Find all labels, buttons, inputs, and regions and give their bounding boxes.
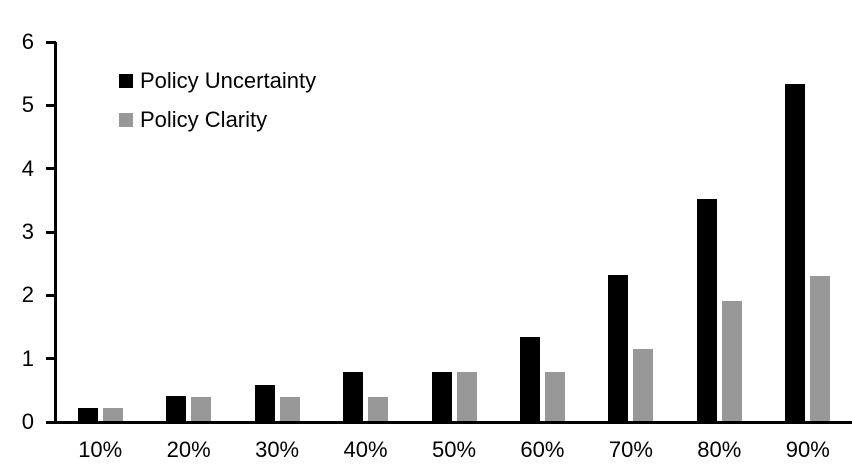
bar-uncertainty-80% bbox=[696, 199, 717, 421]
legend-item-policy-uncertainty: Policy Uncertainty bbox=[119, 70, 316, 92]
bar-uncertainty-90% bbox=[785, 84, 806, 421]
bar-uncertainty-70% bbox=[608, 275, 629, 421]
y-tick-label: 6 bbox=[21, 29, 34, 54]
x-tick-label: 40% bbox=[343, 437, 388, 462]
x-tick-label: 50% bbox=[431, 437, 477, 462]
x-axis-line bbox=[54, 421, 852, 424]
bar-clarity-70% bbox=[633, 349, 654, 421]
bar-clarity-20% bbox=[191, 397, 212, 421]
y-tick-mark bbox=[46, 293, 56, 297]
bar-clarity-50% bbox=[456, 372, 477, 421]
x-tick-label: 70% bbox=[608, 437, 653, 462]
y-tick-label: 2 bbox=[21, 282, 34, 308]
x-tick-label: 10% bbox=[78, 437, 123, 462]
bar-clarity-80% bbox=[721, 301, 742, 421]
y-tick-mark bbox=[46, 357, 56, 361]
x-tick-label: 90% bbox=[785, 437, 830, 462]
policy-uncertainty-swatch-icon bbox=[119, 74, 133, 88]
policy-clarity-swatch-icon bbox=[119, 113, 133, 127]
legend-item-policy-clarity: Policy Clarity bbox=[119, 109, 316, 131]
bar-uncertainty-40% bbox=[343, 372, 364, 421]
y-tick-mark bbox=[46, 103, 56, 107]
x-tick-label: 60% bbox=[520, 437, 565, 462]
y-tick-label: 0 bbox=[21, 409, 34, 434]
bar-uncertainty-60% bbox=[519, 337, 540, 421]
y-tick-label: 5 bbox=[21, 92, 34, 118]
bar-clarity-90% bbox=[810, 276, 831, 421]
legend: Policy Uncertainty Policy Clarity bbox=[119, 70, 316, 148]
bar-clarity-40% bbox=[368, 397, 389, 421]
bar-uncertainty-10% bbox=[77, 408, 98, 421]
bar-clarity-60% bbox=[544, 372, 565, 421]
x-tick-label: 30% bbox=[255, 437, 300, 462]
y-tick-mark bbox=[46, 40, 56, 44]
y-tick-mark bbox=[46, 167, 56, 171]
y-tick-mark bbox=[46, 230, 56, 234]
x-tick-label: 80% bbox=[697, 437, 742, 462]
bar-uncertainty-20% bbox=[166, 396, 187, 421]
bar-clarity-30% bbox=[279, 397, 300, 421]
legend-label-policy-clarity: Policy Clarity bbox=[140, 107, 268, 132]
y-tick-mark bbox=[46, 420, 56, 424]
bar-clarity-10% bbox=[102, 408, 123, 421]
legend-label-policy-uncertainty: Policy Uncertainty bbox=[140, 68, 317, 93]
bar-uncertainty-30% bbox=[254, 385, 275, 421]
y-tick-label: 4 bbox=[21, 155, 34, 181]
x-tick-label: 20% bbox=[166, 437, 211, 462]
y-tick-label: 3 bbox=[21, 219, 34, 244]
bar-uncertainty-50% bbox=[431, 372, 452, 421]
y-tick-label: 1 bbox=[21, 345, 34, 371]
